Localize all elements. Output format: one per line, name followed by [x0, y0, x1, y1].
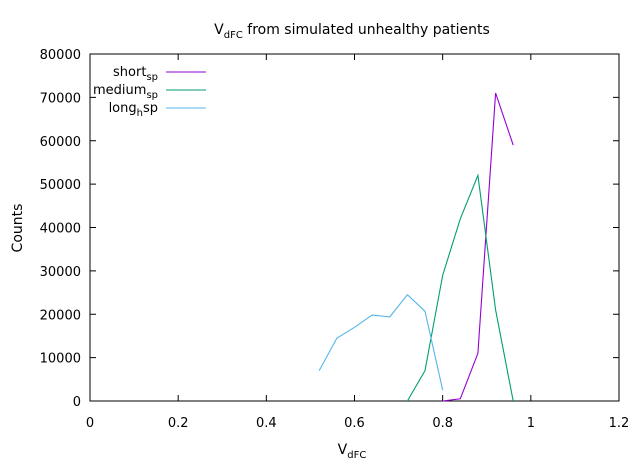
x-tick-label: 0.8 [432, 416, 453, 431]
x-tick-label: 0.2 [168, 416, 189, 431]
chart-title-rest: from simulated unhealthy patients [243, 22, 490, 38]
legend-label-2: longhsp [109, 101, 158, 119]
series-line-2 [318, 293, 444, 391]
legend-label-0: shortsp [113, 65, 158, 83]
x-axis-label-sub: dFC [347, 450, 366, 461]
y-tick-label: 40000 [40, 222, 81, 237]
y-tick-label: 70000 [40, 91, 81, 106]
y-tick-label: 10000 [40, 352, 81, 367]
axis-ticks: 0 0.2 0.4 0.6 0.8 1 1.2 0 10000 20000 30000 40000 50… [40, 48, 630, 431]
series-lines [318, 92, 514, 402]
chart-title: VdFC from simulated unhealthy patients [214, 22, 490, 41]
legend-label-1: mediumsp [93, 83, 158, 101]
series-line-1 [406, 173, 514, 402]
x-axis-label-main: V [338, 442, 348, 458]
y-axis-label: Counts [10, 204, 26, 253]
chart-title-main: V [214, 22, 224, 38]
plot-area-border [89, 53, 620, 402]
x-tick-label: 0 [86, 416, 94, 431]
x-tick-label: 0.6 [344, 416, 365, 431]
y-tick-label: 60000 [40, 135, 81, 150]
y-tick-label: 20000 [40, 308, 81, 323]
x-tick-label: 1 [527, 416, 535, 431]
y-tick-label: 50000 [40, 178, 81, 193]
x-axis-label: VdFC [338, 442, 367, 461]
y-tick-label: 0 [73, 395, 81, 410]
y-tick-label: 30000 [40, 265, 81, 280]
y-tick-label: 80000 [40, 48, 81, 63]
series-line-0 [442, 92, 514, 402]
x-tick-label: 1.2 [609, 416, 630, 431]
chart-title-sub: dFC [224, 30, 243, 41]
x-tick-label: 0.4 [256, 416, 277, 431]
